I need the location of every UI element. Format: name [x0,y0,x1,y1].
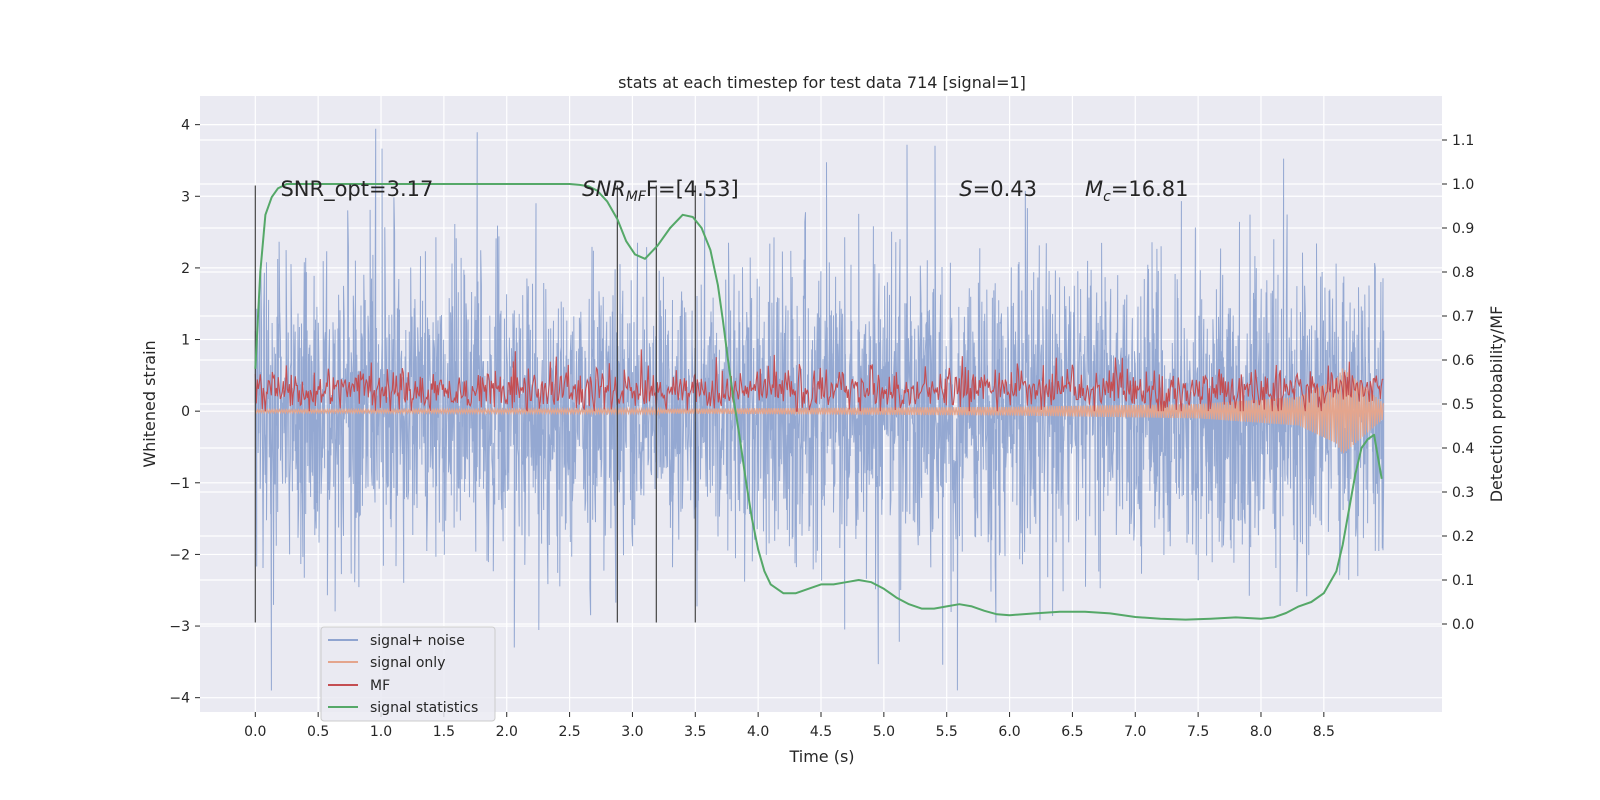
x-tick-label: 6.0 [998,724,1020,740]
x-tick-label: 3.0 [621,724,643,740]
y-right-tick-label: 0.6 [1452,353,1474,369]
signal-only-line [254,368,1384,454]
y-tick-label: 3 [181,189,190,205]
legend-box [320,626,496,722]
y-axis-right-label: Detection probability/MF [1487,306,1506,503]
x-tick-label: 5.5 [936,724,958,740]
x-tick-label: 8.5 [1313,724,1335,740]
x-tick-label: 7.0 [1124,724,1146,740]
signal-plus-noise-series [254,128,1385,691]
y-axis-label: Whitened strain [140,340,159,467]
annotations: SNR_opt=3.17 SNRMFF=[4.53] S=0.43 Mc=16.81 [280,177,1188,205]
y-tick-label: −1 [169,476,190,492]
annotation-snr-mf: SNRMFF=[4.53] [582,177,739,205]
x-tick-label: 0.0 [244,724,266,740]
y-tick-label: −2 [169,547,190,563]
x-tick-label: 6.5 [1061,724,1083,740]
annotation-snr-opt: SNR_opt=3.17 [280,177,433,202]
x-tick-label: 4.0 [747,724,769,740]
y-tick-label: 0 [181,404,190,420]
signal-only-series [254,368,1384,454]
x-tick-label: 3.5 [684,724,706,740]
x-tick-label: 2.0 [496,724,518,740]
y-axis-left-ticks: 4 3 2 1 0 −1 −2 −3 −4 [169,118,200,707]
y-tick-label: −4 [169,691,190,707]
annotation-mc-value: Mc=16.81 [1085,177,1189,205]
y-right-tick-label: 0.4 [1452,441,1474,457]
legend-label-signal-noise: signal+ noise [370,633,465,649]
x-axis-label: Time (s) [788,747,854,766]
legend-label-signal-only: signal only [370,655,445,671]
legend-label-signal-statistics: signal statistics [370,700,478,716]
y-right-tick-label: 0.2 [1452,529,1474,545]
x-tick-label: 1.5 [433,724,455,740]
annotation-s-value: S=0.43 [959,177,1037,201]
y-right-tick-label: 0.8 [1452,265,1474,281]
signal-statistics-series [254,183,1383,621]
y-tick-label: 2 [181,261,190,277]
x-tick-label: 8.0 [1250,724,1272,740]
vertical-markers [254,185,696,623]
x-tick-label: 0.5 [307,724,329,740]
y-axis-right-ticks: 1.1 1.0 0.9 0.8 0.7 0.6 0.5 0.4 0.3 0.2 0.1 0.0 [1442,133,1474,633]
y-right-tick-label: 0.7 [1452,309,1474,325]
y-tick-label: 1 [181,333,190,349]
x-tick-label: 1.0 [370,724,392,740]
x-axis-ticks: 0.0 0.5 1.0 1.5 2.0 2.5 3.0 3.5 4.0 4.5 5.0 5.5 6.0 6… [244,712,1335,740]
x-tick-label: 7.5 [1187,724,1209,740]
signal-statistics-line [254,183,1383,621]
y-right-tick-label: 0.1 [1452,573,1474,589]
x-tick-label: 2.5 [558,724,580,740]
x-tick-label: 4.5 [810,724,832,740]
y-right-tick-label: 0.9 [1452,221,1474,237]
y-tick-label: −3 [169,619,190,635]
chart-title: stats at each timestep for test data 714… [618,73,1026,92]
y-right-tick-label: 0.5 [1452,397,1474,413]
signal-plus-noise-line [254,128,1385,691]
y-right-tick-label: 1.1 [1452,133,1474,149]
x-tick-label: 5.0 [873,724,895,740]
legend: signal+ noise signal only MF signal stat… [320,626,496,722]
y-right-tick-label: 0.0 [1452,617,1474,633]
legend-label-mf: MF [370,678,390,694]
y-right-tick-label: 1.0 [1452,177,1474,193]
mf-line [254,349,1384,412]
y-tick-label: 4 [181,118,190,134]
y-right-tick-label: 0.3 [1452,485,1474,501]
mf-series [254,349,1384,412]
